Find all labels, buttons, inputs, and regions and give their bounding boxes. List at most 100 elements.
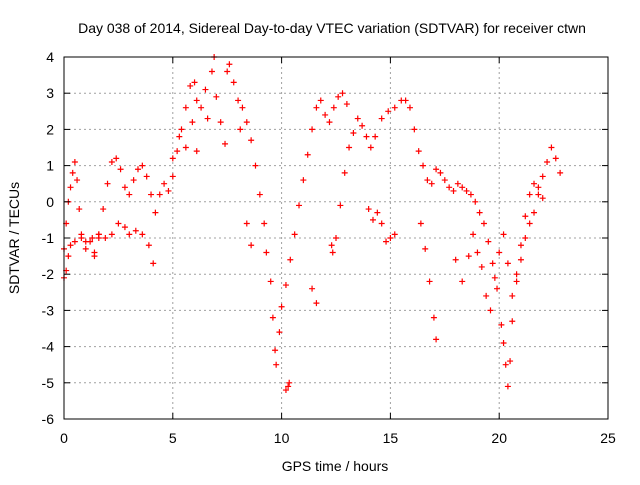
data-point-marker: [383, 238, 390, 245]
y-tick-label: -3: [42, 302, 55, 318]
data-point-marker: [113, 155, 120, 162]
y-tick-label: -5: [42, 375, 55, 391]
data-point-marker: [420, 162, 427, 169]
data-point-marker: [261, 220, 268, 227]
data-point-marker: [248, 137, 255, 144]
data-point-marker: [67, 242, 74, 249]
data-point-marker: [406, 104, 413, 111]
data-point-marker: [187, 82, 194, 89]
data-point-marker: [139, 231, 146, 238]
data-point-marker: [95, 231, 102, 238]
data-point-marker: [309, 285, 316, 292]
data-point-marker: [102, 235, 109, 241]
data-point-marker: [465, 253, 472, 260]
data-point-marker: [391, 104, 398, 111]
data-point-marker: [169, 173, 176, 180]
data-point-marker: [504, 260, 511, 267]
data-point-marker: [176, 133, 183, 140]
data-point-marker: [198, 104, 205, 111]
data-point-marker: [121, 224, 128, 231]
data-point-marker: [152, 209, 159, 216]
data-point-marker: [526, 220, 533, 227]
data-point-marker: [483, 292, 490, 299]
data-point-marker: [193, 97, 200, 104]
data-point-marker: [143, 173, 150, 180]
data-point-marker: [474, 249, 481, 256]
data-point-marker: [378, 220, 385, 227]
data-point-marker: [182, 104, 189, 111]
x-tick-label: 25: [600, 430, 616, 446]
data-point-marker: [531, 209, 538, 216]
data-point-marker: [424, 177, 431, 184]
data-point-marker: [485, 238, 492, 245]
data-point-marker: [235, 97, 242, 104]
data-point-marker: [430, 314, 437, 321]
data-point-marker: [104, 180, 111, 187]
data-point-marker: [161, 180, 168, 187]
data-point-marker: [304, 151, 311, 158]
data-point-marker: [222, 140, 229, 147]
data-point-marker: [526, 191, 533, 198]
data-point-marker: [108, 158, 115, 165]
data-point-marker: [494, 285, 501, 292]
data-point-marker: [472, 198, 479, 205]
data-point-marker: [326, 119, 333, 126]
chart-title: Day 038 of 2014, Sidereal Day-to-day VTE…: [78, 20, 586, 36]
data-point-marker: [330, 104, 337, 111]
data-point-marker: [278, 303, 285, 310]
data-point-marker: [463, 187, 470, 194]
axis-ticks: 0 5 10 15 20 25 -6 -5 -4 -3 -2 -1 0 1 2 3 4: [42, 49, 616, 446]
data-point-marker: [459, 278, 466, 285]
data-point-marker: [263, 249, 270, 256]
data-point-marker: [329, 249, 336, 256]
data-point-marker: [339, 90, 346, 97]
data-point-marker: [237, 126, 244, 133]
data-point-marker: [243, 119, 250, 126]
data-point-marker: [343, 101, 350, 108]
data-point-marker: [224, 68, 231, 75]
data-point-marker: [91, 253, 98, 260]
data-point-marker: [411, 126, 418, 133]
data-point-marker: [433, 336, 440, 343]
data-point-marker: [108, 231, 115, 238]
data-point-marker: [117, 166, 124, 173]
data-point-marker: [252, 162, 259, 169]
y-tick-label: -6: [42, 411, 55, 427]
data-point-marker: [385, 108, 392, 115]
data-point-marker: [509, 318, 516, 325]
y-tick-label: 4: [46, 49, 54, 65]
data-point-marker: [487, 307, 494, 314]
data-point-marker: [337, 202, 344, 209]
data-point-marker: [269, 314, 276, 321]
data-point-marker: [189, 119, 196, 126]
data-point-marker: [500, 339, 507, 346]
y-tick-label: -4: [42, 339, 55, 355]
data-point-marker: [365, 206, 372, 213]
data-point-marker: [535, 184, 542, 191]
data-point-marker: [272, 347, 279, 354]
data-point-marker: [522, 235, 529, 241]
data-point-marker: [498, 321, 505, 328]
data-point-marker: [217, 119, 224, 126]
data-point-marker: [372, 133, 379, 140]
x-tick-label: 15: [383, 430, 399, 446]
data-point-marker: [156, 191, 163, 198]
data-point-marker: [428, 180, 435, 187]
x-tick-label: 0: [60, 430, 68, 446]
data-point-marker: [470, 231, 477, 238]
data-point-marker: [517, 256, 524, 263]
x-tick-label: 5: [169, 430, 177, 446]
data-point-marker: [286, 379, 293, 386]
y-tick-label: 2: [46, 121, 54, 137]
data-point-marker: [100, 206, 107, 213]
data-point-marker: [282, 282, 289, 289]
data-point-marker: [446, 184, 453, 191]
data-point-marker: [402, 97, 409, 104]
data-point-marker: [165, 187, 172, 194]
data-point-marker: [208, 68, 215, 75]
data-point-marker: [130, 177, 137, 184]
data-point-marker: [309, 126, 316, 133]
data-point-marker: [452, 256, 459, 263]
